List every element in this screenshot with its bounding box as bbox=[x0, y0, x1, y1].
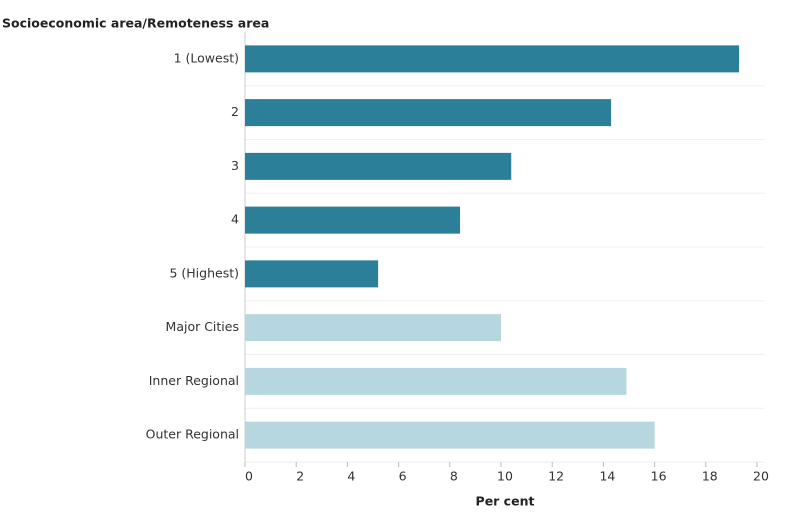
bar bbox=[245, 45, 740, 73]
y-tick-label: 2 bbox=[231, 104, 239, 119]
x-tick-label: 4 bbox=[347, 469, 355, 484]
x-tick-label: 2 bbox=[296, 469, 304, 484]
x-tick-label: 14 bbox=[599, 469, 615, 484]
y-tick-label: 4 bbox=[231, 212, 239, 227]
x-tick-label: 12 bbox=[548, 469, 564, 484]
bar bbox=[245, 367, 627, 395]
bar bbox=[245, 99, 612, 127]
x-tick-label: 10 bbox=[497, 469, 513, 484]
y-tick-label: 1 (Lowest) bbox=[174, 50, 239, 65]
bar bbox=[245, 260, 379, 288]
bar bbox=[245, 152, 512, 180]
y-tick-label: 3 bbox=[231, 158, 239, 173]
x-tick-label: 20 bbox=[753, 469, 769, 484]
y-tick-label: 5 (Highest) bbox=[169, 265, 239, 280]
bar bbox=[245, 421, 655, 449]
bar bbox=[245, 314, 501, 342]
bar bbox=[245, 206, 461, 234]
x-tick-label: 18 bbox=[702, 469, 718, 484]
x-tick-label: 6 bbox=[399, 469, 407, 484]
y-tick-label: Outer Regional bbox=[146, 427, 239, 442]
x-tick-label: 16 bbox=[651, 469, 667, 484]
x-axis-title: Per cent bbox=[476, 494, 535, 509]
x-tick-label: 8 bbox=[450, 469, 458, 484]
y-axis-title: Socioeconomic area/Remoteness area bbox=[2, 16, 269, 31]
y-tick-label: Inner Regional bbox=[149, 373, 239, 388]
y-tick-label: Major Cities bbox=[166, 319, 239, 334]
x-tick-label: 0 bbox=[245, 469, 253, 484]
